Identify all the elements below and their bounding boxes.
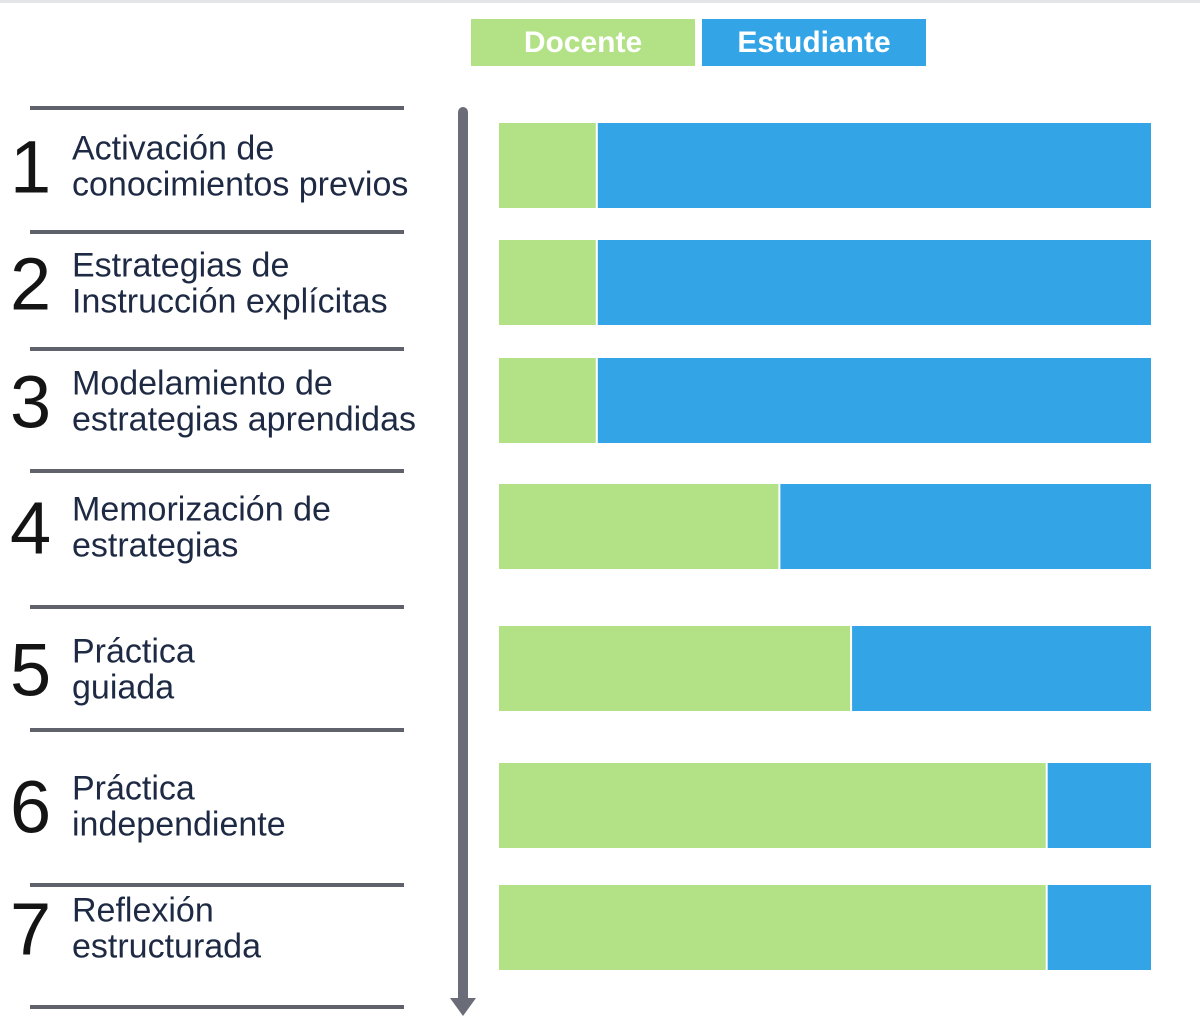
step-label-line1: Memorización de	[72, 491, 331, 529]
legend: Docente Estudiante	[471, 19, 926, 66]
step-label-line1: Estrategias de	[72, 247, 289, 285]
step-label-line2: estrategias aprendidas	[72, 401, 416, 439]
legend-swatch-docente	[471, 19, 695, 66]
step-label-line2: estrategias	[72, 527, 238, 565]
step-number: 6	[10, 766, 51, 849]
step-number: 3	[10, 361, 51, 444]
legend-label-docente: Docente	[524, 26, 642, 59]
step-label-line2: conocimientos previos	[72, 166, 408, 204]
top-rule	[0, 0, 1200, 3]
step-number: 1	[10, 126, 51, 209]
step-label-line1: Reflexión	[72, 892, 214, 930]
bar-segment-estudiante	[851, 626, 1151, 711]
bar-segment-estudiante	[596, 358, 1151, 443]
row-separators	[30, 106, 404, 1009]
progression-axis	[450, 107, 476, 1016]
legend-label-estudiante: Estudiante	[737, 26, 890, 59]
bar-segment-docente	[499, 484, 780, 569]
step-label-line2: guiada	[72, 669, 174, 707]
step-label-line1: Activación de	[72, 130, 274, 168]
bar-segment-docente	[499, 885, 1047, 970]
step-label-line2: independiente	[72, 806, 286, 844]
bar-segment-estudiante	[596, 123, 1151, 208]
axis-arrowhead	[450, 998, 476, 1016]
bar-segment-docente	[499, 358, 597, 443]
bar-segment-estudiante	[596, 240, 1151, 325]
step-number: 5	[10, 629, 51, 712]
bar-segment-estudiante	[1046, 763, 1151, 848]
legend-swatch-estudiante	[702, 19, 926, 66]
step-label-line2: Instrucción explícitas	[72, 283, 388, 321]
bar-segment-docente	[499, 763, 1047, 848]
bar-segment-docente	[499, 626, 852, 711]
step-label-line1: Práctica	[72, 770, 195, 808]
step-label-line1: Práctica	[72, 633, 195, 671]
bar-segment-estudiante	[1046, 885, 1151, 970]
bar-segment-estudiante	[779, 484, 1151, 569]
step-number: 2	[10, 243, 51, 326]
step-label-line1: Modelamiento de	[72, 365, 333, 403]
step-number: 7	[10, 888, 51, 971]
step-number: 4	[10, 487, 51, 570]
bar-segment-docente	[499, 123, 597, 208]
bar-segment-docente	[499, 240, 597, 325]
bars	[499, 123, 1151, 970]
step-label-line2: estructurada	[72, 928, 261, 966]
